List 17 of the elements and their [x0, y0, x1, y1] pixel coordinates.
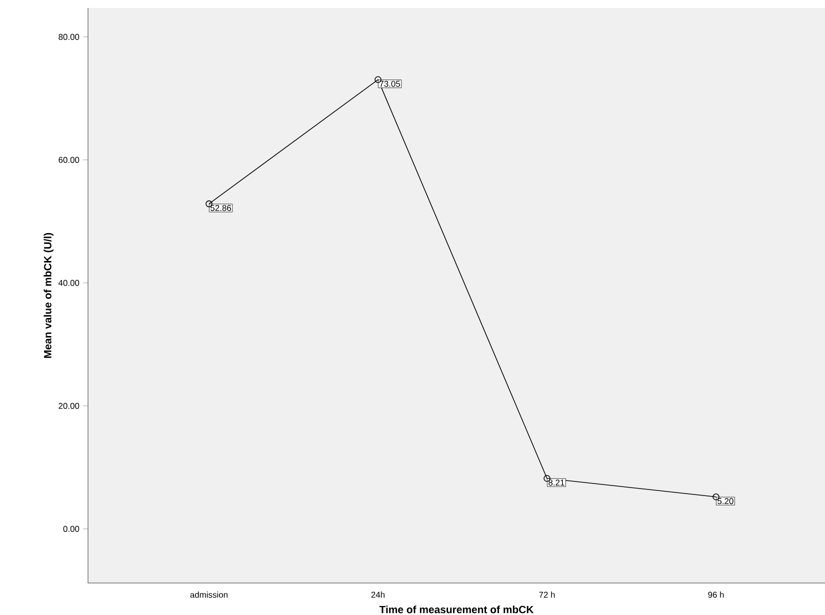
data-label: 8.21 — [548, 480, 564, 486]
point — [206, 200, 212, 208]
y-tick-label: 0.00 — [63, 526, 80, 532]
data-label: 5.20 — [718, 498, 734, 504]
x-tick-label: 72 h — [539, 592, 555, 598]
data-label: 52.86 — [210, 205, 232, 211]
x-tick-label: admission — [190, 592, 228, 598]
point — [544, 474, 550, 482]
y-axis-title: Mean value of mbCK (U/l) — [44, 232, 54, 358]
y-tick-label: 60.00 — [58, 156, 80, 163]
y-tick-label: 20.00 — [58, 402, 80, 409]
x-tick-label: 24h — [371, 592, 385, 598]
x-axis-title: Time of measurement of mbCK — [379, 606, 534, 614]
data-label: 73.05 — [380, 80, 400, 87]
y-tick-label: 40.00 — [58, 280, 80, 286]
x-tick-label: 96 h — [708, 592, 724, 598]
y-tick-label: 80.00 — [58, 34, 80, 40]
